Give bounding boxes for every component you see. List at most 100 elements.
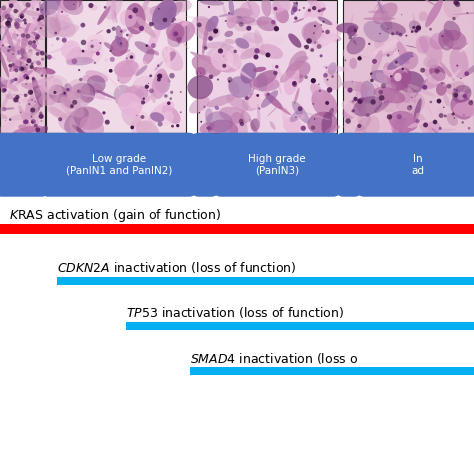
- Circle shape: [331, 75, 334, 78]
- Circle shape: [20, 111, 21, 113]
- Ellipse shape: [87, 75, 106, 93]
- Circle shape: [94, 62, 96, 64]
- Ellipse shape: [7, 46, 16, 63]
- Ellipse shape: [381, 114, 395, 134]
- Circle shape: [148, 83, 149, 84]
- Ellipse shape: [177, 35, 189, 50]
- Circle shape: [58, 117, 62, 121]
- Ellipse shape: [363, 17, 396, 20]
- Ellipse shape: [249, 77, 280, 91]
- Ellipse shape: [227, 12, 237, 28]
- Circle shape: [370, 73, 372, 75]
- Ellipse shape: [55, 15, 72, 31]
- Circle shape: [34, 100, 36, 103]
- Ellipse shape: [82, 42, 103, 64]
- Ellipse shape: [423, 0, 436, 6]
- Ellipse shape: [36, 87, 48, 93]
- Ellipse shape: [349, 14, 354, 33]
- Circle shape: [468, 127, 471, 129]
- Ellipse shape: [207, 61, 226, 64]
- Ellipse shape: [234, 20, 252, 31]
- Ellipse shape: [41, 75, 68, 95]
- Ellipse shape: [360, 81, 375, 103]
- Ellipse shape: [223, 5, 228, 19]
- Ellipse shape: [28, 49, 32, 53]
- Ellipse shape: [228, 0, 234, 16]
- Circle shape: [429, 27, 432, 31]
- Circle shape: [304, 46, 306, 47]
- Circle shape: [100, 42, 101, 44]
- Ellipse shape: [378, 89, 399, 113]
- Ellipse shape: [162, 46, 183, 71]
- Circle shape: [149, 22, 154, 27]
- Ellipse shape: [25, 40, 33, 47]
- Ellipse shape: [391, 68, 411, 91]
- Ellipse shape: [32, 7, 34, 9]
- Bar: [197, 0, 337, 133]
- Circle shape: [323, 73, 328, 78]
- Ellipse shape: [40, 86, 49, 94]
- Circle shape: [217, 79, 219, 81]
- Circle shape: [254, 55, 258, 60]
- Ellipse shape: [226, 94, 248, 111]
- FancyBboxPatch shape: [214, 133, 340, 197]
- Ellipse shape: [21, 112, 34, 116]
- Ellipse shape: [365, 113, 370, 117]
- Ellipse shape: [55, 0, 65, 22]
- Ellipse shape: [393, 61, 408, 73]
- Circle shape: [39, 111, 43, 115]
- Ellipse shape: [73, 82, 96, 100]
- Ellipse shape: [365, 116, 380, 137]
- Ellipse shape: [97, 6, 111, 25]
- Ellipse shape: [303, 112, 330, 120]
- Circle shape: [208, 36, 213, 41]
- Ellipse shape: [276, 8, 289, 23]
- Ellipse shape: [449, 47, 469, 79]
- Ellipse shape: [202, 23, 209, 55]
- Ellipse shape: [9, 113, 34, 121]
- Ellipse shape: [64, 83, 93, 109]
- Ellipse shape: [23, 10, 41, 17]
- Circle shape: [107, 29, 111, 33]
- Ellipse shape: [114, 85, 133, 107]
- Circle shape: [23, 18, 27, 22]
- Ellipse shape: [140, 95, 152, 107]
- Ellipse shape: [347, 26, 357, 36]
- Ellipse shape: [452, 85, 472, 103]
- Circle shape: [82, 50, 84, 53]
- Circle shape: [455, 89, 458, 92]
- Ellipse shape: [373, 39, 398, 55]
- Ellipse shape: [105, 0, 123, 20]
- Circle shape: [351, 109, 355, 112]
- Ellipse shape: [139, 0, 152, 17]
- Ellipse shape: [341, 81, 371, 91]
- Ellipse shape: [32, 46, 56, 59]
- Circle shape: [24, 22, 27, 25]
- Ellipse shape: [150, 112, 164, 122]
- Circle shape: [145, 85, 149, 89]
- Ellipse shape: [80, 83, 95, 103]
- Circle shape: [81, 40, 86, 45]
- Ellipse shape: [303, 0, 323, 16]
- Circle shape: [40, 51, 45, 55]
- Circle shape: [390, 75, 392, 78]
- Circle shape: [401, 14, 402, 15]
- Circle shape: [197, 23, 201, 27]
- Ellipse shape: [311, 90, 337, 118]
- Circle shape: [1, 5, 6, 10]
- Circle shape: [42, 9, 43, 10]
- Ellipse shape: [125, 3, 146, 35]
- Circle shape: [384, 102, 385, 103]
- Ellipse shape: [408, 120, 428, 128]
- Ellipse shape: [373, 0, 390, 11]
- Ellipse shape: [373, 82, 383, 90]
- Ellipse shape: [18, 78, 23, 99]
- Ellipse shape: [403, 1, 419, 8]
- Ellipse shape: [40, 79, 46, 99]
- Circle shape: [203, 106, 206, 108]
- Circle shape: [33, 40, 36, 44]
- Ellipse shape: [42, 24, 45, 27]
- Ellipse shape: [206, 16, 219, 32]
- Ellipse shape: [336, 23, 358, 33]
- Ellipse shape: [85, 34, 104, 52]
